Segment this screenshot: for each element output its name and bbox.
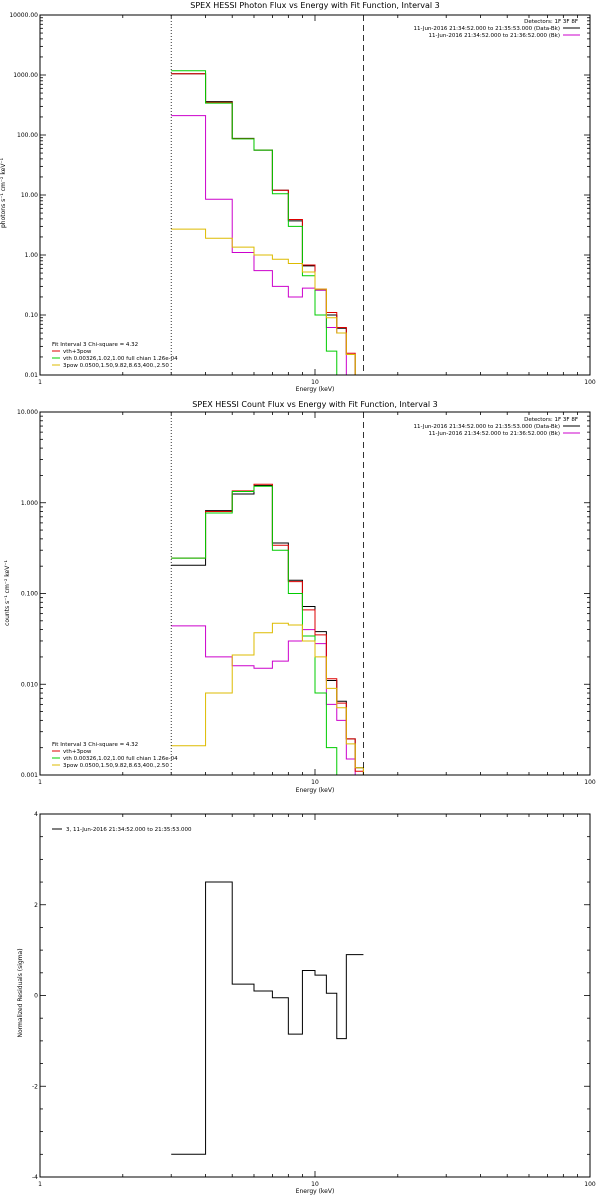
- resid-ytick-label: 4: [34, 811, 38, 818]
- photon-series-vth-3pow: [171, 73, 356, 375]
- count-detectors: Detectors: 1F 3F 8F: [524, 417, 578, 423]
- photon-ylabel: photons s⁻¹ cm⁻² keV⁻¹: [0, 157, 7, 228]
- count-ytick-label: 0.100: [21, 591, 38, 598]
- count-legend-data: 11-Jun-2016 21:34:52.000 to 21:35:53.000…: [414, 424, 560, 430]
- photon-fit-header: Fit Interval 3 Chi-square = 4.32: [52, 342, 138, 348]
- photon-ytick-label: 100.00: [17, 132, 38, 139]
- photon-xtick-label: 100: [584, 379, 596, 386]
- count-xtick-label: 1: [38, 779, 42, 786]
- count-ytick-label: 0.010: [21, 681, 38, 688]
- count-ytick-label: 0.001: [21, 772, 38, 779]
- resid-xtick-label: 1: [38, 1181, 42, 1188]
- count-series-bk: [171, 625, 356, 775]
- resid-xticks: 1 10 100: [38, 814, 596, 1188]
- photon-ytick-label: 10.00: [21, 192, 38, 199]
- photon-fit-line-3: 3pow 0.0500,1.50,9.82,8.63,400.,2.50: [63, 363, 169, 369]
- count-fit-line-2: vth 0.00326,1.02,1.00 full chian 1.26e-0…: [63, 756, 178, 762]
- count-title: SPEX HESSI Count Flux vs Energy with Fit…: [192, 400, 437, 409]
- photon-ytick-label: 0.01: [25, 372, 39, 379]
- count-fit-line-3: 3pow 0.0500,1.50,9.82,8.63,400.,2.50: [63, 763, 169, 769]
- photon-series-bk: [171, 115, 347, 375]
- count-series-vth: [171, 485, 338, 775]
- count-ytick-label: 10.000: [17, 409, 38, 416]
- count-series-3pow: [171, 622, 364, 775]
- photon-panel: SPEX HESSI Photon Flux vs Energy with Fi…: [0, 1, 596, 393]
- resid-xtick-label: 10: [311, 1181, 319, 1188]
- count-fit-line-1: vth+3pow: [63, 749, 92, 755]
- photon-series-vth: [171, 70, 338, 375]
- resid-series: [171, 881, 364, 1155]
- count-xtick-label: 10: [311, 779, 319, 786]
- photon-xticks: 1 10 100: [38, 15, 596, 386]
- resid-ytick-label: 2: [34, 902, 38, 909]
- count-series-data-bk: [171, 484, 364, 775]
- photon-fit-line-1: vth+3pow: [63, 349, 92, 355]
- count-xticks: 1 10 100: [38, 412, 596, 786]
- photon-series-3pow: [171, 228, 356, 375]
- photon-legend-bk: 11-Jun-2016 21:34:52.000 to 21:36:52.000…: [428, 33, 560, 39]
- resid-panel: Normalized Residuals (sigma) Energy (keV…: [17, 811, 596, 1195]
- resid-plot-frame: [39, 813, 591, 1178]
- photon-xlabel: Energy (keV): [296, 386, 335, 393]
- photon-detectors: Detectors: 1F 3F 8F: [524, 19, 578, 25]
- photon-xtick-label: 10: [311, 379, 319, 386]
- count-yticks: 0.001 0.010 0.100 1.000 10.000: [17, 409, 590, 779]
- resid-yticks: -4 -2 0 2 4: [32, 811, 590, 1181]
- resid-legend: 3, 11-Jun-2016 21:34:52.000 to 21:35:53.…: [66, 827, 192, 833]
- photon-yticks: 0.01 0.10 1.00 10.00 100.00 1000.00 10000.00: [9, 12, 590, 379]
- resid-ytick-label: 0: [34, 993, 38, 1000]
- count-panel: SPEX HESSI Count Flux vs Energy with Fit…: [4, 400, 596, 794]
- resid-ytick-label: -4: [32, 1174, 38, 1181]
- count-ytick-label: 1.000: [21, 500, 38, 507]
- count-series: [171, 483, 364, 775]
- resid-xlabel: Energy (keV): [296, 1188, 335, 1195]
- count-fit-header: Fit Interval 3 Chi-square = 4.32: [52, 742, 138, 748]
- count-xlabel: Energy (keV): [296, 787, 335, 794]
- count-series-vth-3pow: [171, 483, 364, 775]
- photon-ytick-label: 10000.00: [9, 12, 38, 19]
- count-vlines: [170, 412, 364, 775]
- photon-ytick-label: 0.10: [25, 312, 39, 319]
- photon-title: SPEX HESSI Photon Flux vs Energy with Fi…: [190, 1, 440, 10]
- count-legend-bk: 11-Jun-2016 21:34:52.000 to 21:36:52.000…: [428, 431, 560, 437]
- resid-ylabel: Normalized Residuals (sigma): [17, 948, 24, 1037]
- count-ylabel: counts s⁻¹ cm⁻² keV⁻¹: [4, 560, 11, 626]
- photon-xtick-label: 1: [38, 379, 42, 386]
- photon-series: [171, 70, 356, 375]
- photon-ytick-label: 1.00: [25, 252, 39, 259]
- count-plot-frame: [39, 411, 591, 776]
- photon-plot-frame: [39, 14, 591, 376]
- resid-xtick-label: 100: [584, 1181, 596, 1188]
- photon-fit-line-2: vth 0.00326,1.02,1.00 full chian 1.26e-0…: [63, 356, 178, 362]
- photon-series-data-bk: [171, 73, 356, 375]
- photon-legend-data: 11-Jun-2016 21:34:52.000 to 21:35:53.000…: [414, 26, 560, 32]
- photon-vlines: [170, 15, 364, 375]
- resid-ytick-label: -2: [32, 1083, 38, 1090]
- count-xtick-label: 100: [584, 779, 596, 786]
- resid-series-3-11-jun-2016-21-34-52-0: [171, 881, 364, 1155]
- photon-ytick-label: 1000.00: [13, 72, 38, 79]
